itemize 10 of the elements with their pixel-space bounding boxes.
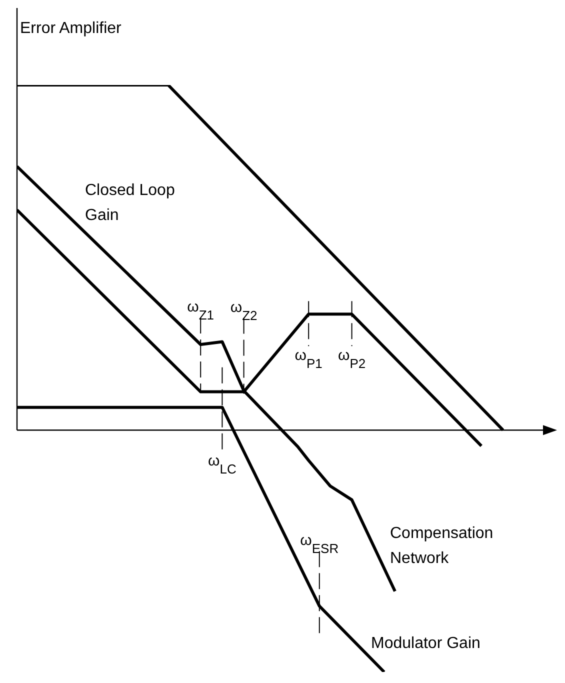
annotation: ω$_{ESR}$ (300, 532, 339, 556)
annotation: ω$_{P1}$ (294, 347, 322, 371)
annotation: ω$_{Z2}$ (230, 298, 258, 322)
annotation: ω$_{P2}$ (338, 347, 366, 371)
annotation: Compensation Network (390, 525, 494, 567)
annotation: Closed Loop Gain (85, 182, 175, 224)
annotation: Modulator Gain (371, 635, 480, 652)
text: Error Amplifier (20, 20, 122, 37)
annotation: ω$_{LC}$ (208, 452, 236, 476)
annotation: ω$_{Z1}$ (187, 298, 214, 322)
